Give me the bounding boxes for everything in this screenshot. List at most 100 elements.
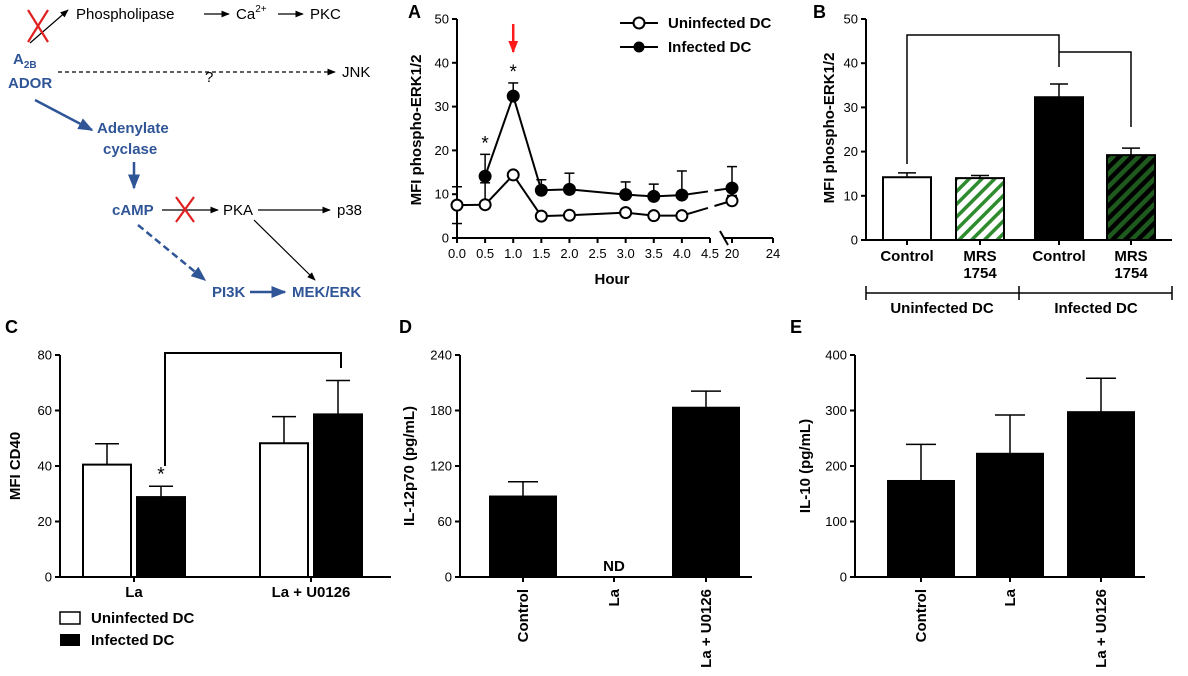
panel-c-y-tick-label: 0 (45, 570, 52, 585)
panel-b-y-tick-label: 0 (851, 233, 858, 248)
panel-b-y-tick-label: 40 (844, 56, 858, 71)
receptor-a2b-label: A2B (13, 51, 37, 71)
panel-e-category-label: La (1002, 588, 1019, 606)
panel-c-category-label: La (125, 584, 143, 601)
panel-c-category-label: La + U0126 (272, 584, 351, 601)
panel-a-significance-star: * (510, 62, 518, 83)
panel-b-category-label: 1754 (963, 265, 997, 282)
panel-a-letter: A (408, 2, 421, 22)
panel-e-y-tick-label: 200 (825, 459, 847, 474)
panel-d-y-tick-label: 180 (430, 403, 452, 418)
panel-d-y-tick-label: 240 (430, 348, 452, 363)
panel-c-legend: Uninfected DC Infected DC (59, 610, 195, 649)
panel-a-x-tick-label: 2.5 (589, 246, 607, 261)
panel-b-y-tick-label: 30 (844, 100, 858, 115)
panel-a-y-tick-label: 20 (435, 143, 449, 158)
p38-label: p38 (337, 202, 362, 219)
panel-a-data-point (450, 198, 464, 212)
panel-e-letter: E (790, 317, 802, 337)
legend-uninfected-label: Uninfected DC (668, 15, 772, 32)
panel-e-bar (887, 479, 955, 578)
arrow-to-adenylate-cyclase (34, 98, 94, 132)
panel-e-y-tick-label: 0 (840, 570, 847, 585)
panel-a-significance-star: * (481, 133, 489, 154)
panel-a-x-tick-label: 2.0 (560, 246, 578, 261)
panel-a-data-point (534, 209, 548, 223)
panel-a-ylabel: MFI phospho-ERK1/2 (408, 55, 425, 206)
panel-c-bar (136, 496, 186, 578)
panel-a-x-tick-label: 4.0 (673, 246, 691, 261)
panel-e-marks (887, 377, 1135, 579)
panel-c-y-tick-label: 60 (38, 403, 52, 418)
panel-c-bar-chart: C MFI CD40 0 20 40 60 80 La La + U0126 * Uninf… (5, 317, 391, 649)
legend-open-circle-icon (632, 16, 646, 30)
panel-d-bar (672, 406, 740, 578)
pkc-label: PKC (310, 6, 341, 23)
panel-a-axis-break (719, 230, 729, 246)
panel-d-bar (489, 495, 557, 578)
panel-c-ylabel: MFI CD40 (7, 432, 24, 500)
legend-c-uninfected-label: Uninfected DC (91, 610, 195, 627)
dashed-arrow-to-pi3k (137, 224, 207, 281)
legend-filled-circle-icon (633, 41, 645, 53)
panel-a-y-tick-label: 40 (435, 55, 449, 70)
panel-c-significance-star: * (157, 464, 165, 485)
panel-a-data-point (619, 188, 633, 202)
panel-a-data-point (534, 183, 548, 197)
panel-d-y-tick-label: 60 (438, 514, 452, 529)
panel-a-x-tick-label: 1.0 (504, 246, 522, 261)
panel-c-y-tick-label: 80 (38, 348, 52, 363)
panel-b-category-label: Control (880, 248, 933, 265)
panel-a-legend: Uninfected DC Infected DC (620, 15, 772, 56)
jnk-label: JNK (342, 64, 370, 81)
panel-e-category-label: La + U0126 (1093, 589, 1110, 668)
panel-b-bar-chart: B MFI phospho-ERK1/2 0 10 20 30 40 50 Control M… (813, 2, 1173, 317)
panel-b-category-label: Control (1032, 248, 1085, 265)
panel-a-x-tick-label: 1.5 (532, 246, 550, 261)
panel-a-x-tick-label: 20 (725, 246, 739, 261)
panel-a-data-point (675, 188, 689, 202)
signaling-pathway-diagram: A2B ADOR Phospholipase Ca2+ PKC ? JNK Ad… (8, 4, 370, 301)
panel-c-significance-bracket (164, 352, 342, 466)
panel-d-bar-chart: D IL-12p70 (pg/mL) 0 60 120 180 240 Control La… (399, 317, 752, 668)
panel-e-y-tick-label: 300 (825, 403, 847, 418)
adenylate-label: Adenylate (97, 120, 169, 137)
panel-b-category-label: MRS (963, 248, 996, 265)
panel-a-data-point (647, 209, 661, 223)
legend-white-swatch (59, 611, 81, 625)
panel-d-letter: D (399, 317, 412, 337)
phospholipase-label: Phospholipase (76, 6, 174, 23)
panel-a-data-point (478, 198, 492, 212)
panel-a-x-tick-label: 0.5 (476, 246, 494, 261)
panel-a-data-point (725, 194, 739, 208)
panel-a-y-tick-label: 50 (435, 12, 449, 27)
panel-c-y-tick-label: 20 (38, 514, 52, 529)
blocked-cross-icon (175, 196, 195, 223)
panel-a-series-line (484, 92, 682, 198)
panel-c-bar (259, 442, 309, 578)
panel-a-marks: ** (450, 24, 739, 225)
panel-b-category-label: 1754 (1114, 265, 1148, 282)
panel-a-data-point (478, 169, 492, 183)
panel-d-y-tick-label: 120 (430, 459, 452, 474)
panel-a-x-tick-label: 24 (766, 246, 780, 261)
panel-b-group-brackets (865, 286, 1173, 300)
arrow-pka-to-mek (253, 219, 316, 281)
panel-e-category-label: Control (913, 589, 930, 642)
panel-b-bar (1034, 96, 1084, 242)
panel-a-data-point (619, 206, 633, 220)
panel-a-line-chart: A MFI phospho-ERK1/2 0 10 20 30 40 50 0.0 0.5 1.… (408, 2, 780, 288)
panel-d-y-tick-label: 0 (445, 570, 452, 585)
panel-d-category-label: La (606, 588, 623, 606)
pka-label: PKA (223, 202, 253, 219)
receptor-ador-label: ADOR (8, 75, 52, 92)
panel-a-data-point (506, 168, 520, 182)
panel-e-y-tick-label: 100 (825, 514, 847, 529)
panel-b-bar (1106, 154, 1156, 241)
panel-b-y-tick-label: 20 (844, 144, 858, 159)
panel-a-y-tick-label: 0 (442, 231, 449, 246)
panel-d-nd-label: ND (603, 558, 625, 575)
panel-b-y-tick-label: 10 (844, 188, 858, 203)
